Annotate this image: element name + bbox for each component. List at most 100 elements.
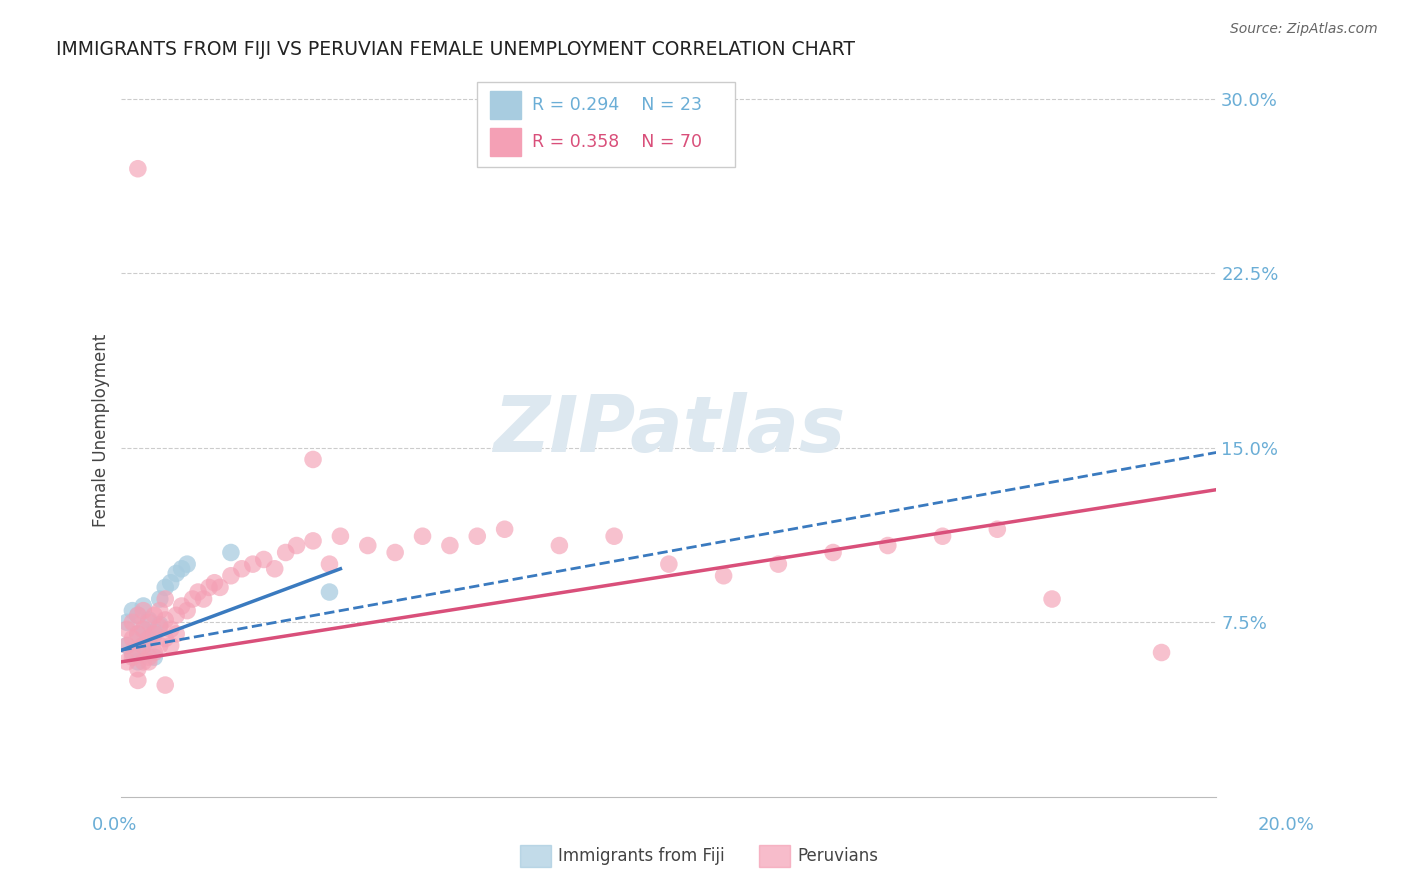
Point — [149, 639, 172, 653]
Point — [159, 639, 181, 653]
Point — [155, 613, 177, 627]
Point — [115, 639, 138, 653]
Point — [165, 627, 187, 641]
Point — [242, 557, 264, 571]
Point — [132, 604, 155, 618]
Point — [115, 655, 138, 669]
Point — [165, 566, 187, 581]
Point — [132, 655, 155, 669]
Point — [176, 604, 198, 618]
Y-axis label: Female Unemployment: Female Unemployment — [93, 334, 110, 527]
Point — [138, 615, 160, 630]
Point — [274, 545, 297, 559]
Text: 0.0%: 0.0% — [91, 816, 136, 834]
Point — [127, 627, 149, 641]
Point — [329, 529, 352, 543]
Point — [159, 575, 181, 590]
Point — [155, 581, 177, 595]
Point — [318, 585, 340, 599]
Point — [603, 529, 626, 543]
Point — [465, 529, 488, 543]
Point — [187, 585, 209, 599]
Point — [318, 557, 340, 571]
Point — [127, 643, 149, 657]
Point — [357, 539, 380, 553]
Point — [876, 539, 898, 553]
Point — [658, 557, 681, 571]
Point — [1040, 592, 1063, 607]
Point — [263, 562, 285, 576]
Point — [170, 599, 193, 613]
Point — [155, 678, 177, 692]
Point — [494, 522, 516, 536]
Point — [127, 673, 149, 688]
FancyBboxPatch shape — [477, 82, 734, 167]
Point — [204, 575, 226, 590]
Point — [181, 592, 204, 607]
Point — [143, 608, 166, 623]
Point — [143, 627, 166, 641]
Point — [132, 639, 155, 653]
Point — [768, 557, 790, 571]
Point — [121, 604, 143, 618]
Point — [439, 539, 461, 553]
Point — [127, 627, 149, 641]
Point — [143, 624, 166, 639]
Point — [159, 622, 181, 636]
Point — [132, 599, 155, 613]
Point — [132, 622, 155, 636]
Point — [149, 604, 172, 618]
Point — [127, 608, 149, 623]
Text: ZIPatlas: ZIPatlas — [492, 392, 845, 468]
Point — [127, 161, 149, 176]
Bar — [491, 128, 522, 155]
Point — [208, 581, 231, 595]
Point — [121, 615, 143, 630]
Point — [127, 608, 149, 623]
Text: Source: ZipAtlas.com: Source: ZipAtlas.com — [1230, 22, 1378, 37]
Point — [986, 522, 1008, 536]
Point — [412, 529, 434, 543]
Point — [302, 533, 325, 548]
Point — [127, 655, 149, 669]
Point — [121, 650, 143, 665]
Text: R = 0.358    N = 70: R = 0.358 N = 70 — [531, 133, 702, 151]
Point — [143, 646, 166, 660]
Point — [253, 552, 276, 566]
Point — [1150, 646, 1173, 660]
Point — [285, 539, 308, 553]
Point — [149, 617, 172, 632]
Point — [823, 545, 845, 559]
Text: Peruvians: Peruvians — [797, 847, 879, 865]
Point — [127, 662, 149, 676]
Point — [132, 639, 155, 653]
Point — [155, 592, 177, 607]
Point — [165, 608, 187, 623]
Point — [548, 539, 571, 553]
Point — [138, 632, 160, 646]
Point — [198, 581, 221, 595]
Point — [115, 622, 138, 636]
Point — [931, 529, 953, 543]
Point — [155, 632, 177, 646]
Point — [121, 632, 143, 646]
Point — [193, 592, 215, 607]
Point — [132, 622, 155, 636]
Text: R = 0.294    N = 23: R = 0.294 N = 23 — [531, 96, 702, 114]
Bar — [491, 91, 522, 119]
Point — [713, 568, 735, 582]
Point — [138, 613, 160, 627]
Point — [115, 615, 138, 630]
Point — [138, 650, 160, 665]
Point — [219, 545, 242, 559]
Point — [302, 452, 325, 467]
Point — [149, 592, 172, 607]
Point — [384, 545, 406, 559]
Point — [176, 557, 198, 571]
Point — [115, 639, 138, 653]
Point — [121, 646, 143, 660]
Text: Immigrants from Fiji: Immigrants from Fiji — [558, 847, 725, 865]
Point — [219, 568, 242, 582]
Point — [149, 620, 172, 634]
Point — [143, 650, 166, 665]
